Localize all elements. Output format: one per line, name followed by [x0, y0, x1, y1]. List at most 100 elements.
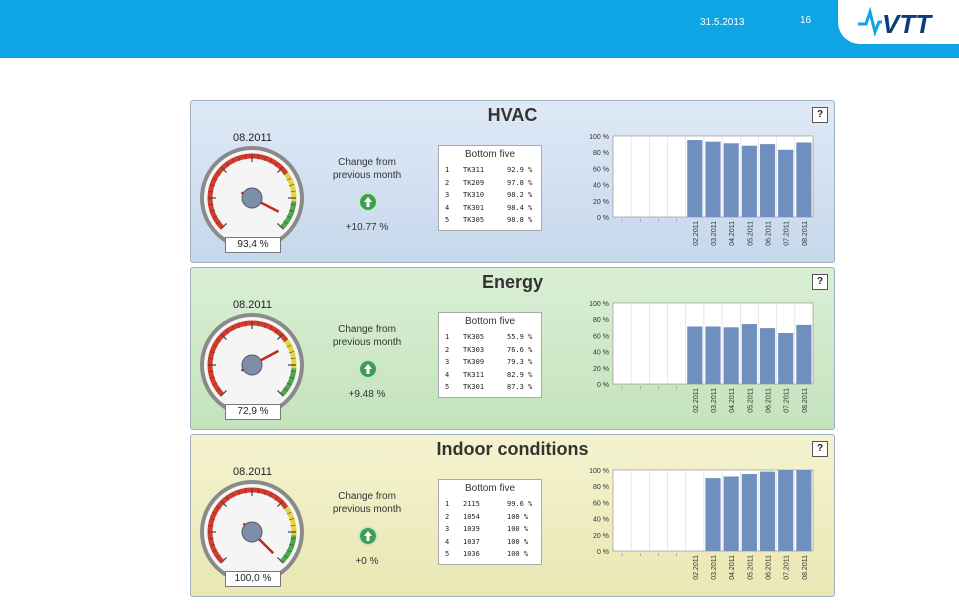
energy-panel: Energy ? 08.2011 72,9 % Change from prev…: [190, 267, 835, 430]
bottom-five-rank: 2: [445, 345, 450, 354]
y-tick-label: 100 %: [589, 134, 609, 141]
bottom-five-rank: 5: [445, 550, 450, 558]
x-tick-label: 08.2011: [802, 555, 809, 580]
x-tick-label: 08.2011: [802, 221, 809, 246]
slide-date: 31.5.2013: [700, 17, 745, 28]
bottom-five-row: 3 1039 100 %: [445, 525, 537, 537]
change-value: +9.48 %: [348, 389, 386, 400]
x-tick-label: 02.2011: [693, 388, 700, 413]
bottom-five-code: TK305: [463, 216, 485, 224]
chart-bar: [796, 142, 812, 217]
gauge: [200, 480, 304, 584]
vtt-logo: VTT: [838, 0, 959, 44]
bottom-five-table: Bottom five 1 TK305 55.9 % 2 TK303 76.6 % 3 TK3…: [438, 312, 542, 398]
y-tick-label: 0 %: [597, 382, 609, 389]
bottom-five-code: 2115: [463, 500, 480, 508]
bottom-five-code: 1039: [463, 525, 480, 533]
chart-bar: [759, 144, 776, 217]
bottom-five-code: 1054: [463, 512, 480, 521]
x-tick-label: 08.2011: [802, 388, 809, 413]
change-label-line2: previous month: [332, 337, 402, 348]
period-label: 08.2011: [233, 132, 272, 144]
change-label-line1: Change from: [338, 157, 396, 168]
x-tick-label: 05.2011: [747, 555, 754, 580]
chart-bar: [759, 471, 776, 551]
bottom-five-value: 100 %: [507, 525, 529, 533]
period-label: 08.2011: [233, 466, 272, 478]
help-button[interactable]: ?: [812, 441, 828, 457]
bottom-five-value: 87.3 %: [507, 383, 533, 391]
bottom-five-row: 4 1037 100 %: [445, 538, 537, 550]
arrow-up-icon: [358, 359, 378, 379]
x-tick-label: 07.2011: [784, 555, 791, 580]
x-tick-label: 05.2011: [747, 388, 754, 413]
chart-bar: [705, 141, 721, 217]
period-label: 08.2011: [233, 299, 272, 311]
bottom-five-row: 4 TK311 82.9 %: [445, 371, 537, 383]
y-tick-label: 20 %: [593, 533, 609, 540]
bottom-five-code: TK209: [463, 178, 485, 187]
bottom-five-row: 5 1036 100 %: [445, 550, 537, 562]
bottom-five-table: Bottom five 1 TK311 92.9 % 2 TK209 97.8 % 3 TK3…: [438, 145, 542, 231]
bottom-five-code: TK305: [463, 333, 485, 341]
bottom-five-code: TK311: [463, 370, 485, 379]
bottom-five-table: Bottom five 1 2115 99.6 % 2 1054 100 % 3 1039 10…: [438, 479, 542, 565]
bottom-five-value: 100 %: [507, 550, 529, 558]
y-tick-label: 40 %: [593, 517, 609, 524]
bottom-five-row: 5 TK301 87.3 %: [445, 383, 537, 395]
bottom-five-value: 79.3 %: [507, 358, 533, 366]
bottom-five-rank: 1: [445, 500, 450, 508]
bottom-five-row: 1 TK311 92.9 %: [445, 166, 537, 178]
chart-bar: [778, 149, 794, 217]
arrow-up-icon: [358, 192, 378, 212]
x-tick-label: 07.2011: [784, 221, 791, 246]
chart-bar: [778, 332, 794, 384]
bottom-five-row: 5 TK305 98.8 %: [445, 216, 537, 228]
bottom-five-code: TK301: [463, 203, 485, 212]
y-tick-label: 40 %: [593, 183, 609, 190]
bottom-five-row: 4 TK301 98.4 %: [445, 204, 537, 216]
x-tick-label: 04.2011: [729, 221, 736, 246]
svg-text:VTT: VTT: [882, 9, 933, 38]
change-label-line2: previous month: [332, 170, 402, 181]
gauge: [200, 146, 304, 250]
bottom-five-code: TK301: [463, 383, 485, 391]
x-tick-label: 07.2011: [784, 388, 791, 413]
indoor-conditions-panel: Indoor conditions ? 08.2011 100,0 % Chan…: [190, 434, 835, 597]
bottom-five-row: 2 TK209 97.8 %: [445, 179, 537, 191]
x-tick-label: 06.2011: [766, 555, 773, 580]
chart-bar: [705, 478, 721, 551]
bottom-five-value: 100 %: [507, 512, 529, 521]
bottom-five-title: Bottom five: [464, 316, 516, 327]
y-tick-label: 60 %: [593, 333, 609, 340]
bottom-five-title: Bottom five: [464, 149, 516, 160]
bottom-five-code: TK303: [463, 345, 485, 354]
chart-bar: [741, 324, 757, 384]
x-tick-label: 03.2011: [711, 221, 718, 246]
chart-bar: [723, 327, 739, 384]
x-tick-label: 04.2011: [729, 388, 736, 413]
bottom-five-rank: 5: [445, 383, 450, 391]
help-button[interactable]: ?: [812, 274, 828, 290]
help-button[interactable]: ?: [812, 107, 828, 123]
bottom-five-rank: 1: [445, 166, 450, 174]
bottom-five-title: Bottom five: [464, 483, 516, 494]
panel-title: Energy: [481, 272, 544, 292]
change-label: Change from previous month: [327, 490, 407, 516]
bottom-five-value: 98.2 %: [507, 191, 533, 199]
x-tick-label: 06.2011: [766, 388, 773, 413]
change-label-line1: Change from: [338, 324, 396, 335]
change-label-line2: previous month: [332, 504, 402, 515]
gauge: [200, 313, 304, 417]
chart-bar: [778, 470, 794, 551]
chart-bar: [723, 143, 739, 217]
chart-bar: [705, 326, 721, 384]
gauge-value: 72,9 %: [225, 404, 281, 420]
bottom-five-rank: 4: [445, 203, 450, 212]
y-tick-label: 0 %: [597, 215, 609, 222]
bottom-five-rank: 4: [445, 537, 450, 546]
change-value: +0 %: [355, 556, 379, 567]
bottom-five-value: 55.9 %: [507, 333, 533, 341]
panel-title: Indoor conditions: [436, 439, 589, 459]
bottom-five-rank: 5: [445, 216, 450, 224]
